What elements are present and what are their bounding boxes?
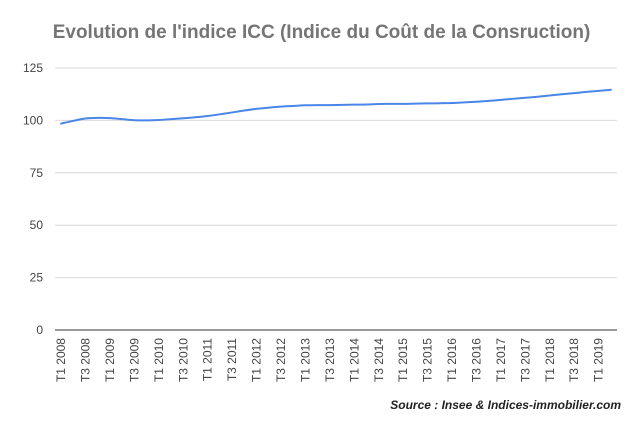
x-tick-label: T3 2012 [274,338,288,382]
y-tick-label: 125 [23,61,43,75]
series-line [60,88,612,125]
x-tick-label: T1 2012 [250,338,264,382]
x-tick-label: T1 2017 [494,338,508,382]
x-tick-label: T3 2009 [127,338,141,382]
x-tick-label: T3 2008 [79,338,93,382]
x-tick-label: T1 2008 [54,338,68,382]
x-tick-label: T3 2010 [176,338,190,382]
y-tick-label: 75 [30,166,44,180]
y-tick-label: 25 [30,271,44,285]
x-tick-label: T1 2016 [445,338,459,382]
x-tick-label: T3 2016 [470,338,484,382]
x-tick-label: T3 2018 [567,338,581,382]
y-tick-label: 50 [30,218,44,232]
y-tick-label: 100 [23,113,43,127]
x-tick-label: T1 2018 [543,338,557,382]
x-tick-label: T1 2014 [347,338,361,382]
x-tick-label: T3 2013 [323,338,337,382]
x-tick-label: T1 2011 [201,338,215,381]
x-tick-label: T1 2010 [152,338,166,382]
x-tick-label: T3 2011 [225,338,239,381]
x-tick-label: T1 2015 [396,338,410,382]
chart-title: Evolution de l'indice ICC (Indice du Coû… [52,22,591,43]
x-tick-label: T1 2009 [103,338,117,382]
x-tick-label: T1 2019 [592,338,606,382]
x-tick-label: T3 2014 [372,338,386,382]
x-tick-label: T3 2017 [518,338,532,382]
y-tick-label: 0 [36,323,43,337]
x-tick-label: T3 2015 [421,338,435,382]
source-note: Source : Insee & Indices-immobilier.com [390,398,621,412]
x-tick-label: T1 2013 [298,338,312,382]
